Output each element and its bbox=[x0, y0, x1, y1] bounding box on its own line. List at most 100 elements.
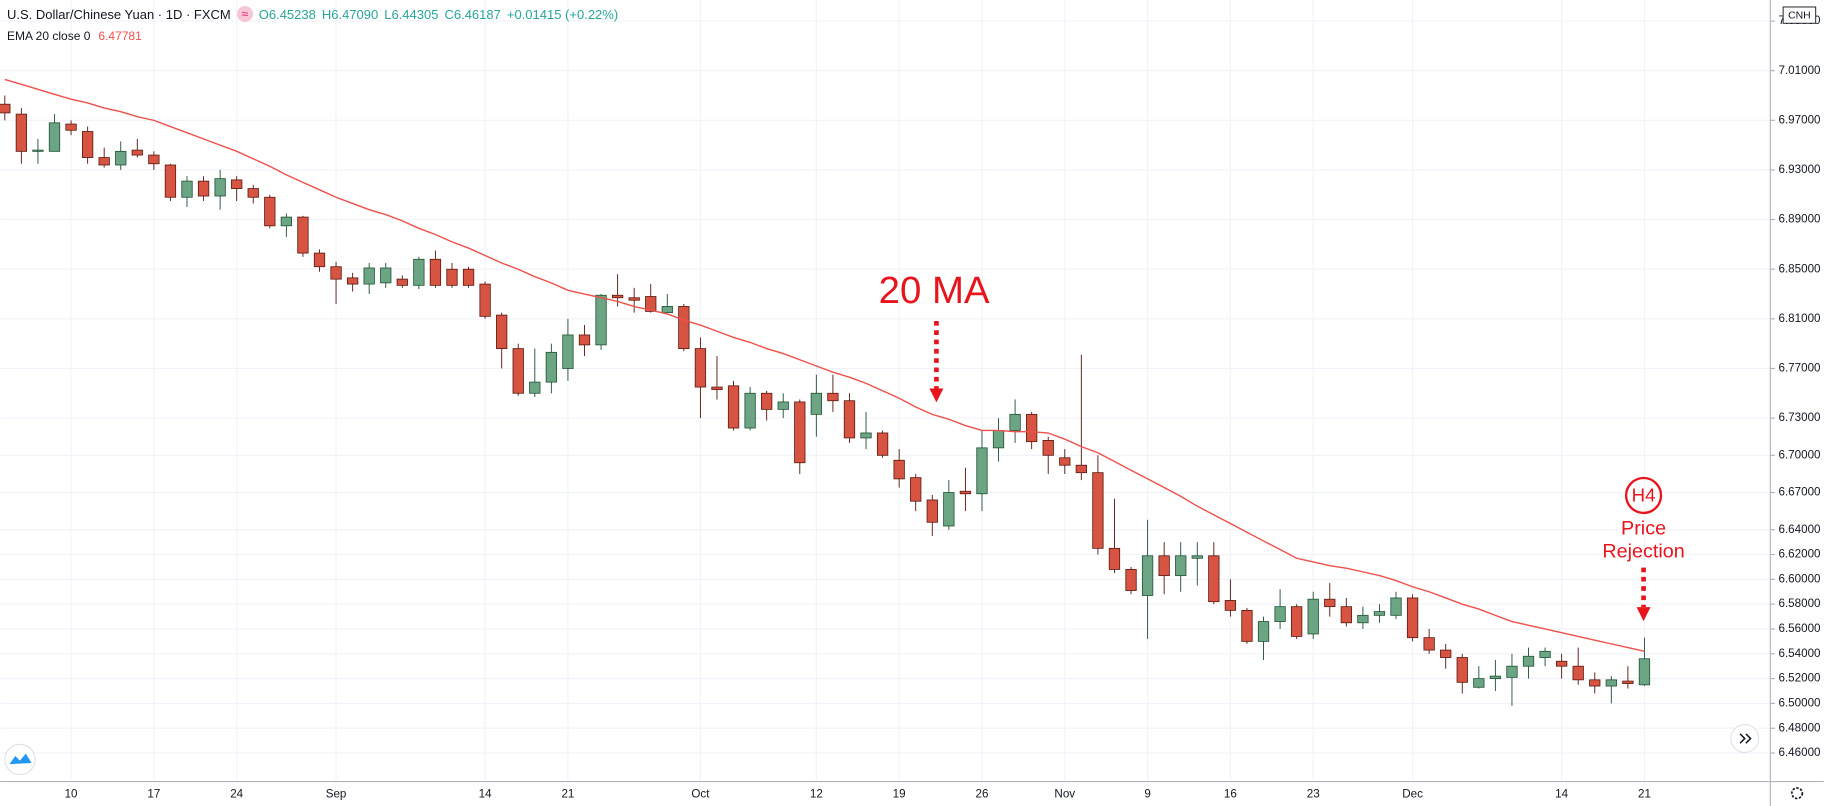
candle-body bbox=[98, 157, 110, 166]
indicator-value: 6.47781 bbox=[98, 29, 142, 43]
candle-body bbox=[1208, 555, 1220, 603]
candle-body bbox=[1042, 440, 1054, 456]
y-tick-label: 6.85000 bbox=[1778, 262, 1821, 275]
low-value: L6.44305 bbox=[384, 6, 439, 22]
change-value: +0.01415 (+0.22%) bbox=[506, 6, 619, 22]
y-tick-label: 6.97000 bbox=[1778, 113, 1821, 126]
y-tick-label: 6.48000 bbox=[1778, 721, 1821, 734]
candle-body bbox=[562, 334, 574, 369]
candle-body bbox=[313, 252, 326, 268]
candle-body bbox=[1059, 457, 1071, 466]
candle-body bbox=[1125, 569, 1137, 591]
y-tick-label: 6.70000 bbox=[1778, 448, 1821, 461]
candle-body bbox=[396, 278, 408, 286]
candle-body bbox=[1622, 680, 1634, 684]
candle-body bbox=[48, 122, 61, 152]
x-tick-label: 16 bbox=[1224, 787, 1237, 800]
candle-body bbox=[413, 258, 425, 286]
candle-body bbox=[711, 386, 723, 390]
candle-body bbox=[1224, 600, 1237, 611]
y-tick-label: 6.77000 bbox=[1778, 362, 1821, 375]
symbol-title: U.S. Dollar/Chinese Yuan · 1D · FXCM bbox=[7, 6, 231, 22]
candle-body bbox=[115, 150, 127, 166]
candle-body bbox=[1324, 598, 1336, 608]
candle-body bbox=[727, 385, 740, 429]
candle-body bbox=[943, 492, 955, 527]
candle-body bbox=[1026, 413, 1038, 443]
symbol-tag: CNH bbox=[1788, 10, 1811, 21]
candle-body bbox=[1489, 675, 1502, 680]
x-tick-label: 19 bbox=[893, 787, 906, 800]
arrow-head bbox=[929, 388, 944, 403]
candle-body bbox=[1274, 606, 1286, 622]
candle-body bbox=[611, 294, 624, 299]
x-tick-label: Sep bbox=[326, 787, 347, 800]
candle-body bbox=[1092, 472, 1104, 549]
candle-body bbox=[214, 178, 226, 197]
candle-body bbox=[330, 266, 342, 280]
x-tick-label: 21 bbox=[561, 787, 574, 800]
candle-body bbox=[1009, 413, 1021, 431]
candle-body bbox=[694, 348, 707, 388]
candle-body bbox=[429, 258, 442, 286]
candle-body bbox=[678, 306, 690, 350]
candle-body bbox=[1589, 679, 1601, 687]
y-tick-label: 6.67000 bbox=[1778, 486, 1821, 499]
settings-icon[interactable] bbox=[1790, 787, 1804, 800]
candle-body bbox=[860, 432, 872, 439]
x-tick-label: Dec bbox=[1402, 787, 1423, 800]
candle-body bbox=[181, 180, 193, 198]
candle-body bbox=[1605, 679, 1617, 687]
candle-body bbox=[247, 188, 259, 198]
close-value: C6.46187 bbox=[444, 6, 501, 22]
candle-body bbox=[164, 164, 177, 198]
candle-body bbox=[1373, 611, 1386, 616]
logo-button[interactable] bbox=[4, 743, 36, 776]
candle-body bbox=[959, 490, 972, 495]
x-tick-label: 12 bbox=[810, 787, 823, 800]
scroll-icon bbox=[1739, 733, 1752, 744]
candle-body bbox=[1075, 464, 1087, 474]
candle-body bbox=[81, 131, 94, 158]
candle-body bbox=[1406, 597, 1419, 639]
candle-body bbox=[0, 103, 11, 114]
candle-body bbox=[297, 216, 309, 254]
candle-body bbox=[1522, 655, 1535, 667]
y-tick-label: 6.93000 bbox=[1778, 163, 1821, 176]
candle-body bbox=[197, 180, 210, 197]
y-tick-label: 6.56000 bbox=[1778, 622, 1821, 635]
x-tick-label: 10 bbox=[65, 787, 78, 800]
candle-body bbox=[810, 392, 822, 415]
y-tick-label: 6.46000 bbox=[1778, 746, 1821, 759]
candle-body bbox=[777, 401, 789, 410]
candle-body bbox=[65, 123, 77, 131]
x-tick-label: Nov bbox=[1054, 787, 1075, 800]
candle-body bbox=[446, 268, 458, 286]
candle-body bbox=[876, 432, 889, 456]
x-tick-label: 14 bbox=[1555, 787, 1568, 800]
candle-body bbox=[1473, 678, 1485, 688]
candle-body bbox=[992, 430, 1005, 449]
x-tick-label: 21 bbox=[1638, 787, 1651, 800]
candle-body bbox=[346, 277, 359, 285]
compare-icon[interactable]: ≈ bbox=[236, 6, 253, 22]
candle-body bbox=[578, 334, 591, 346]
candle-body bbox=[595, 294, 607, 346]
h4-circle bbox=[1624, 476, 1663, 515]
y-tick-label: 6.54000 bbox=[1778, 647, 1821, 660]
indicator-legend: EMA 20 close 0 6.47781 bbox=[7, 29, 142, 43]
candle-body bbox=[1307, 598, 1319, 635]
candle-body bbox=[645, 296, 657, 312]
candle-body bbox=[15, 113, 28, 152]
candle-body bbox=[32, 149, 44, 152]
candle-body bbox=[1456, 657, 1468, 683]
candle-body bbox=[1257, 621, 1270, 642]
candle-body bbox=[529, 381, 541, 394]
candle-body bbox=[1191, 555, 1203, 559]
y-tick-label: 6.60000 bbox=[1778, 572, 1821, 585]
symbol-tag-box bbox=[1782, 6, 1817, 24]
candle-body bbox=[1291, 606, 1303, 637]
